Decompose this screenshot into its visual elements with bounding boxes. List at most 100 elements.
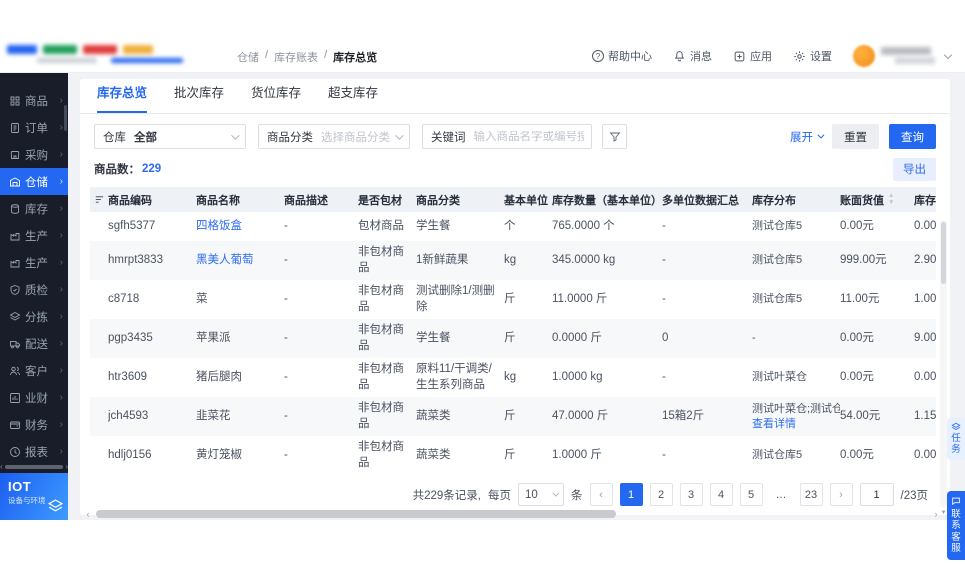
cell-unit: 个 [504,219,516,232]
scroll-down-icon: ▼ [940,510,947,516]
cell-distribution: - [752,332,756,345]
user-menu[interactable] [853,45,953,67]
table-column-header[interactable]: 库存分布 ▲▼ [752,194,796,207]
sidebar-item-users[interactable]: 客户 › [0,357,68,384]
page-number-button[interactable]: 2 [649,483,673,506]
page-number-button[interactable]: 5 [739,483,763,506]
sidebar-item-warehouse[interactable]: 仓储 › [0,168,68,195]
sidebar-item-db[interactable]: 库存 › [0,195,68,222]
sidebar-item-layers[interactable]: 分拣 › [0,303,68,330]
iot-banner[interactable]: IOT 设备与环境 [0,473,68,520]
cell-name[interactable]: 苹果派 [196,331,231,344]
cell-packaging: 非包材商品 [358,324,404,352]
sidebar-item-label: 仓储 [25,176,48,189]
cell-desc: - [284,219,288,232]
table-header: 商品编码 ▲▼ 商品名称 ▲▼ 商品描述 ▲▼ 是否包材 ▲▼ 商品分类 ▲▼ … [90,187,936,212]
table-column-header[interactable]: 多单位数据汇总 ▲▼ [662,194,739,207]
filter-button[interactable] [602,124,627,149]
tab[interactable]: 货位库存 [251,86,302,100]
page-size-select[interactable]: 10 [518,483,564,506]
sidebar-scrollbar[interactable] [64,105,67,131]
funnel-icon [609,132,620,141]
customer-service-float-tab[interactable]: 联系客服 [947,491,965,560]
cell-desc: - [284,370,288,383]
breadcrumb-warehouse[interactable]: 仓储 [237,52,259,64]
page-number-button[interactable]: 3 [679,483,703,506]
table-column-header[interactable]: 基本单位 ▲▼ [504,194,548,207]
cell-name[interactable]: 猪后腿肉 [196,370,242,383]
cell-quantity: 765.0000 个 [552,219,615,232]
cell-name[interactable]: 黄灯笼椒 [196,448,242,461]
cell-name[interactable]: 韭菜花 [196,409,231,422]
cell-code: hmrpt3833 [108,253,163,266]
table-column-header[interactable]: 账面货值 ▲ ▼ [840,192,895,207]
expand-toggle[interactable]: 展开 [790,129,825,145]
category-select[interactable]: 商品分类 选择商品分类 [258,124,410,149]
warehouse-select[interactable]: 仓库 全部 [94,124,246,149]
cell-book-value: 0.00元 [840,331,874,344]
scroll-left-icon: ‹ [0,462,3,471]
sidebar-hscrollbar[interactable]: ‹ › [0,462,68,471]
settings-button[interactable]: 设置 [793,48,832,64]
search-button[interactable]: 查询 [889,124,936,149]
page-number-button[interactable]: 23 [799,483,823,506]
table-column-header[interactable]: 库存均价 ▲▼ [914,194,936,207]
breadcrumb-current: 库存总览 [333,52,378,64]
cell-packaging: 非包材商品 [358,363,404,391]
sidebar-item-factory[interactable]: 生产 › [0,222,68,249]
export-button[interactable]: 导出 [893,157,936,181]
chevron-right-icon: › [59,365,63,376]
cell-name[interactable]: 四格饭盒 [196,219,242,232]
vertical-scrollbar[interactable]: ▼ [940,220,947,516]
sidebar-item-shield[interactable]: 质检 › [0,276,68,303]
page-number-button[interactable]: 4 [709,483,733,506]
sidebar-item-label: 配送 [25,338,48,351]
chevron-right-icon: › [59,338,63,349]
column-settings-icon[interactable] [90,194,108,205]
view-detail-link[interactable]: 查看详情 [752,417,796,430]
table-column-header[interactable]: 商品分类 ▲▼ [416,194,460,207]
sidebar-item-grid[interactable]: 商品 › [0,87,68,114]
table-column-header[interactable]: 库存数量（基本单位） ▲▼ [552,194,662,207]
tab[interactable]: 批次库存 [174,86,225,100]
next-page-button[interactable]: › [829,483,853,506]
cell-name[interactable]: 菜 [196,292,208,305]
avatar [853,45,875,67]
tab[interactable]: 库存总览 [97,82,148,113]
tab[interactable]: 超支库存 [328,86,379,100]
sidebar-item-doc[interactable]: 订单 › [0,114,68,141]
sidebar-item-truck[interactable]: 配送 › [0,330,68,357]
breadcrumb-ledger[interactable]: 库存账表 [274,52,319,64]
sidebar-item-chart[interactable]: 业财 › [0,384,68,411]
cell-multiunit: - [662,448,666,461]
cell-distribution: 测试仓库5 [752,449,803,462]
page-jump-input[interactable] [859,483,894,506]
reset-button[interactable]: 重置 [832,124,879,149]
table-row: pgp3435 苹果派 - 非包材商品 学生餐 斤 0.0000 斤 0 - 0… [90,319,936,359]
help-center-button[interactable]: ? 帮助中心 [592,48,652,64]
table-column-header[interactable]: 商品名称 ▲▼ [196,194,240,207]
apps-button[interactable]: 应用 [733,48,772,64]
sidebar-item-wallet[interactable]: 财务 › [0,411,68,438]
scroll-left-icon: ‹ [86,508,90,519]
sidebar-item-clock[interactable]: 报表 › [0,438,68,465]
table-column-header[interactable]: 商品描述 ▲▼ [284,194,328,207]
prev-page-button[interactable]: ‹ [589,483,613,506]
table-column-header[interactable]: 商品编码 ▲▼ [108,194,152,207]
tasks-float-tab[interactable]: 任务 [947,418,965,460]
iot-cube-icon [48,499,63,512]
chevron-right-icon: › [59,284,63,295]
messages-button[interactable]: 消息 [673,48,712,64]
sidebar-item-store[interactable]: 采购 › [0,141,68,168]
horizontal-scrollbar[interactable]: ‹ › [84,508,940,519]
keyword-input[interactable] [473,130,584,143]
table-column-header[interactable]: 是否包材 ▲▼ [358,194,402,207]
sidebar-item-icon [10,421,20,429]
cell-packaging: 包材商品 [358,219,404,232]
page-number-button[interactable]: 1 [619,483,643,506]
cell-code: jch4593 [108,409,149,422]
page-number-button[interactable]: … [770,483,793,506]
cell-name[interactable]: 黑美人葡萄 [196,253,254,266]
sidebar-item-factory[interactable]: 生产 › [0,249,68,276]
sort-carets-icon[interactable]: ▲ ▼ [888,192,895,206]
